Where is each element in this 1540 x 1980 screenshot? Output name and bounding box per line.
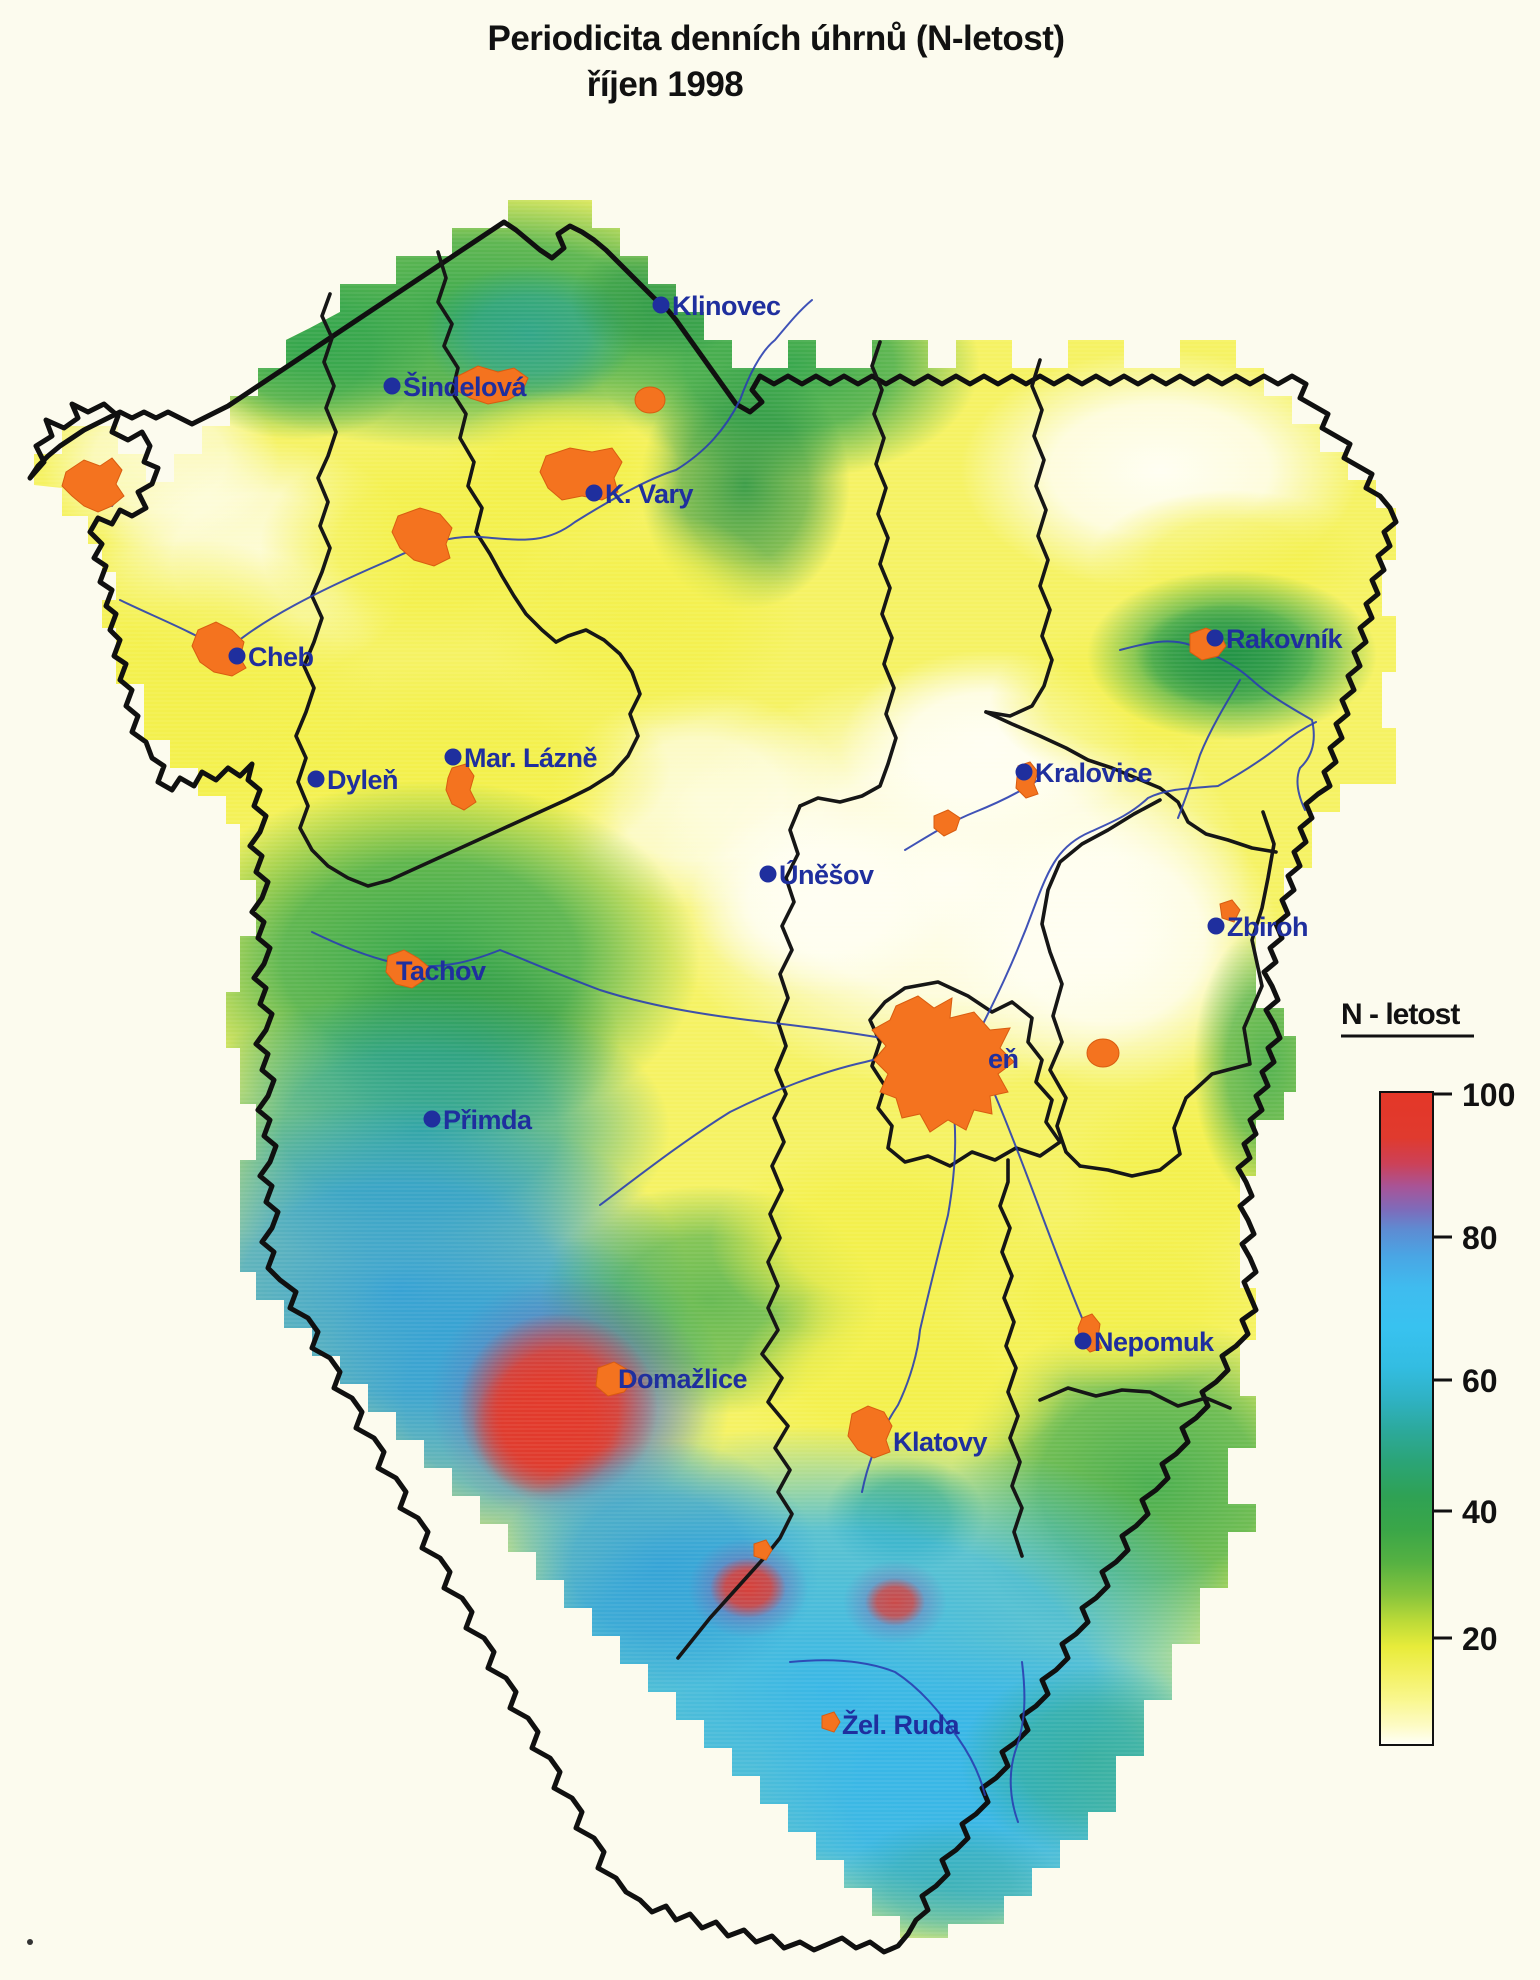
city-dot-dylen — [307, 770, 325, 788]
city-dot-rakovnik — [1206, 629, 1224, 647]
urban-sindelova — [455, 365, 529, 405]
urban-e-of-plzen — [1086, 1038, 1120, 1068]
city-label-klatovy: Klatovy — [893, 1427, 988, 1457]
legend-tick-20: 20 — [1462, 1621, 1498, 1657]
city-label-dylen: Dyleň — [327, 765, 398, 795]
legend-tick-100: 100 — [1462, 1077, 1515, 1113]
city-dot-mar-lazne — [444, 748, 462, 766]
legend: N - letost 100 80 60 40 20 — [1341, 998, 1515, 1746]
river-berounka — [974, 721, 1317, 1041]
map-title: Periodicita denních úhrnů (N-letost) říj… — [487, 19, 1065, 104]
city-label-zel-ruda: Žel. Ruda — [842, 1709, 960, 1740]
urban-zbiroh — [1219, 899, 1241, 923]
city-label-tachov: Tachov — [396, 956, 486, 986]
urban-nw-of-plzen — [933, 809, 961, 837]
legend-tick-40: 40 — [1462, 1494, 1498, 1530]
river-ohre — [119, 299, 813, 654]
city-label-k-vary: K. Vary — [605, 479, 694, 509]
legend-tick-80: 80 — [1462, 1220, 1498, 1256]
urban-south-spot — [753, 1539, 773, 1561]
urban-tachov — [385, 949, 431, 989]
river-rakovnik-stream — [1119, 640, 1315, 811]
river-zbiroh-stream — [1177, 679, 1241, 819]
city-label-unesov: Úněšov — [779, 859, 874, 890]
city-label-nepomuk: Nepomuk — [1094, 1327, 1215, 1357]
urban-klatovy — [847, 1405, 893, 1459]
city-dot-klinovec — [652, 296, 670, 314]
outer-region-boundary — [27, 219, 1399, 1955]
district-boundaries — [27, 219, 1399, 1955]
legend-colorbar — [1379, 1091, 1434, 1746]
city-label-mar-lazne: Mar. Lázně — [464, 743, 598, 773]
urban-k-vary — [539, 447, 623, 501]
city-label-domazlice: Domažlice — [618, 1364, 748, 1394]
urban-zel-ruda — [821, 1711, 841, 1733]
city-dot-primda — [423, 1110, 441, 1128]
city-labels: Klinovec Šindelová K. Vary Cheb Mar. Láz… — [228, 291, 1344, 1740]
urban-sokolov — [391, 507, 453, 567]
city-dot-nepomuk — [1074, 1332, 1092, 1350]
city-label-klinovec: Klinovec — [672, 291, 781, 321]
city-label-primda: Přimda — [443, 1105, 533, 1135]
urban-mar-lazne — [445, 763, 477, 811]
city-label-kralovice: Kralovice — [1035, 758, 1153, 788]
legend-title: N - letost — [1341, 998, 1460, 1031]
city-dot-kralovice — [1015, 763, 1033, 781]
scan-artifact-dot — [27, 1939, 33, 1945]
legend-tick-60: 60 — [1462, 1363, 1498, 1399]
city-label-cheb: Cheb — [248, 642, 314, 672]
city-dot-unesov — [759, 865, 777, 883]
city-dot-k-vary — [585, 484, 603, 502]
river-south-1 — [789, 1659, 986, 1796]
interpolated-field — [34, 200, 1396, 1938]
city-label-rakovnik: Rakovník — [1226, 624, 1344, 654]
city-label-sindelova: Šindelová — [403, 371, 528, 402]
city-dot-zbiroh — [1207, 917, 1225, 935]
urban-plzen — [871, 995, 1015, 1133]
city-dot-cheb — [228, 647, 246, 665]
urban-ne-of-k-vary — [634, 386, 666, 414]
city-label-plzen-visible: eň — [988, 1044, 1019, 1074]
title-line-1: Periodicita denních úhrnů (N-letost) — [487, 19, 1064, 58]
river-south-2 — [1009, 1661, 1026, 1823]
title-line-2: říjen 1998 — [587, 65, 744, 104]
urban-domazlice — [595, 1361, 633, 1397]
city-label-zbiroh: Zbiroh — [1227, 912, 1308, 942]
urban-as — [61, 457, 125, 513]
city-dot-sindelova — [383, 377, 401, 395]
